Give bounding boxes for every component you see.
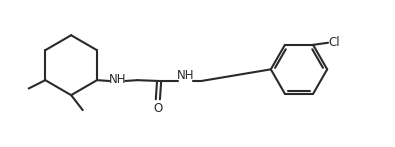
Text: Cl: Cl xyxy=(329,36,340,49)
Text: NH: NH xyxy=(109,73,126,86)
Text: O: O xyxy=(153,102,162,115)
Text: NH: NH xyxy=(177,69,194,82)
